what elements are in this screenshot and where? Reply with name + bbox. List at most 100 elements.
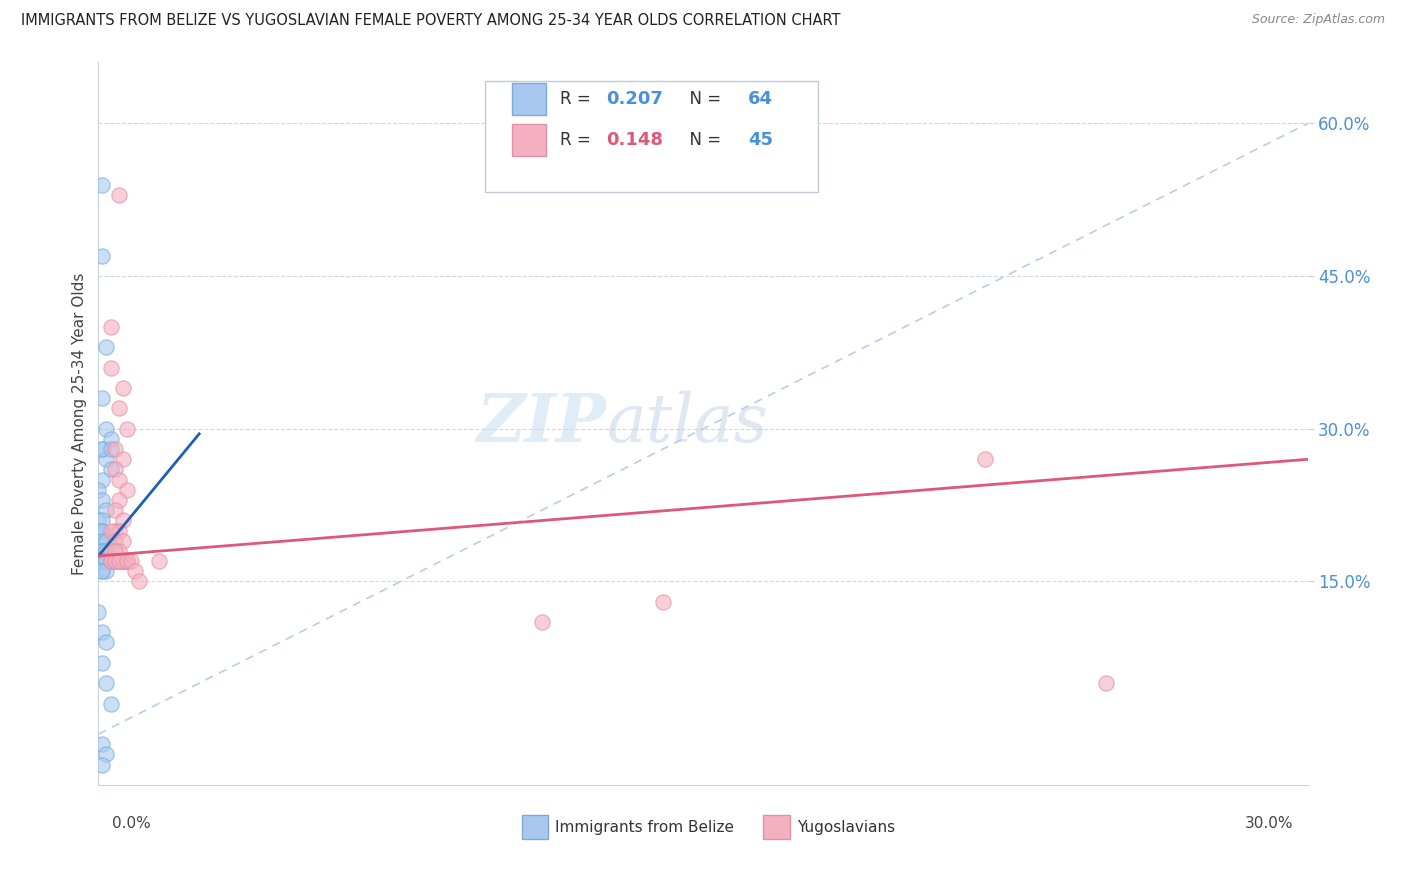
Point	[103, 533, 125, 548]
Point	[87, 554, 110, 568]
Point	[91, 554, 114, 568]
FancyBboxPatch shape	[485, 80, 818, 193]
Point	[91, 249, 114, 263]
Point	[111, 554, 134, 568]
Point	[1095, 676, 1118, 690]
Text: R =: R =	[561, 131, 596, 149]
Point	[87, 513, 110, 527]
Point	[96, 554, 118, 568]
Point	[107, 493, 129, 508]
Point	[100, 554, 122, 568]
Point	[91, 554, 114, 568]
Point	[91, 564, 114, 578]
Point	[124, 564, 146, 578]
Point	[107, 524, 129, 538]
Point	[91, 178, 114, 192]
Text: Immigrants from Belize: Immigrants from Belize	[555, 820, 734, 835]
Text: 0.207: 0.207	[606, 90, 664, 108]
Point	[100, 442, 122, 457]
Point	[103, 554, 125, 568]
Point	[91, 554, 114, 568]
Point	[103, 554, 125, 568]
Point	[107, 554, 129, 568]
Point	[96, 564, 118, 578]
Point	[87, 524, 110, 538]
Point	[115, 554, 138, 568]
Point	[91, 524, 114, 538]
Point	[100, 320, 122, 334]
Point	[100, 554, 122, 568]
Point	[100, 432, 122, 446]
Point	[91, 524, 114, 538]
Text: 64: 64	[748, 90, 773, 108]
Point	[111, 554, 134, 568]
Point	[128, 574, 150, 589]
Point	[96, 533, 118, 548]
Point	[96, 452, 118, 467]
Point	[115, 483, 138, 497]
Point	[87, 483, 110, 497]
Point	[91, 544, 114, 558]
Text: 45: 45	[748, 131, 773, 149]
Point	[96, 544, 118, 558]
Point	[91, 473, 114, 487]
Point	[115, 554, 138, 568]
Point	[96, 422, 118, 436]
Point	[107, 187, 129, 202]
Point	[100, 524, 122, 538]
Text: N =: N =	[679, 90, 725, 108]
Point	[148, 554, 170, 568]
Point	[115, 422, 138, 436]
Y-axis label: Female Poverty Among 25-34 Year Olds: Female Poverty Among 25-34 Year Olds	[72, 273, 87, 574]
Text: 0.148: 0.148	[606, 131, 664, 149]
Point	[91, 493, 114, 508]
Point	[96, 503, 118, 517]
Point	[91, 391, 114, 405]
Point	[91, 554, 114, 568]
Point	[96, 340, 118, 354]
Bar	[512, 83, 546, 115]
Text: Yugoslavians: Yugoslavians	[797, 820, 896, 835]
Point	[107, 554, 129, 568]
Point	[91, 554, 114, 568]
Point	[107, 473, 129, 487]
Bar	[512, 124, 546, 156]
Point	[91, 554, 114, 568]
Point	[115, 554, 138, 568]
Point	[111, 554, 134, 568]
Point	[87, 554, 110, 568]
Point	[103, 554, 125, 568]
Point	[96, 554, 118, 568]
Point	[91, 737, 114, 751]
Point	[87, 605, 110, 619]
Text: N =: N =	[679, 131, 725, 149]
Bar	[522, 815, 548, 839]
Point	[111, 381, 134, 395]
Point	[103, 544, 125, 558]
Point	[974, 452, 997, 467]
Point	[96, 554, 118, 568]
Point	[91, 625, 114, 640]
Point	[107, 544, 129, 558]
Point	[103, 524, 125, 538]
Text: 0.0%: 0.0%	[112, 816, 152, 831]
Point	[96, 635, 118, 649]
Point	[91, 442, 114, 457]
Point	[96, 747, 118, 762]
Point	[91, 656, 114, 670]
Point	[100, 544, 122, 558]
Text: IMMIGRANTS FROM BELIZE VS YUGOSLAVIAN FEMALE POVERTY AMONG 25-34 YEAR OLDS CORRE: IMMIGRANTS FROM BELIZE VS YUGOSLAVIAN FE…	[21, 13, 841, 29]
Point	[91, 513, 114, 527]
Point	[91, 544, 114, 558]
Point	[91, 554, 114, 568]
Point	[107, 401, 129, 416]
Bar	[763, 815, 790, 839]
Text: R =: R =	[561, 90, 596, 108]
Point	[103, 442, 125, 457]
Point	[100, 697, 122, 711]
Point	[91, 554, 114, 568]
Text: ZIP: ZIP	[477, 392, 606, 456]
Point	[96, 554, 118, 568]
Text: 30.0%: 30.0%	[1246, 816, 1294, 831]
Point	[111, 533, 134, 548]
